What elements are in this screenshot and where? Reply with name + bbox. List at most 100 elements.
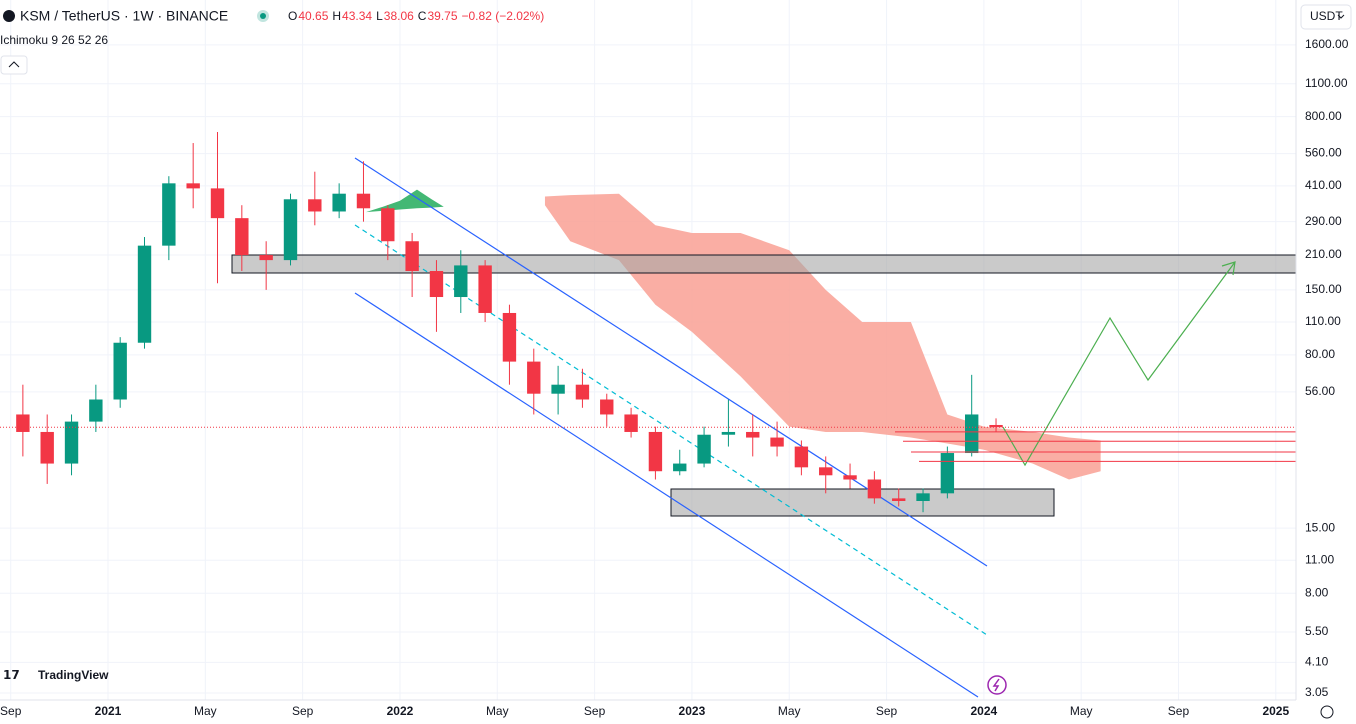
y-tick-label: 3.05 xyxy=(1305,685,1329,699)
x-tick-label: 2022 xyxy=(387,704,414,718)
symbol: KSM / TetherUS · 1W · BINANCE xyxy=(20,8,228,24)
status xyxy=(260,13,266,19)
x-tick-label: 2025 xyxy=(1262,704,1289,718)
y-tick-label: 560.00 xyxy=(1305,146,1342,160)
price-axis xyxy=(1296,0,1356,724)
x-tick-label: Sep xyxy=(584,704,606,718)
body xyxy=(210,188,225,219)
body xyxy=(867,479,882,499)
body xyxy=(162,183,176,246)
x-tick-label: May xyxy=(1070,704,1093,718)
body xyxy=(332,193,346,212)
y-tick-label: 4.10 xyxy=(1305,655,1329,669)
zone-box xyxy=(670,488,1055,517)
body xyxy=(405,241,419,272)
currency: USDT xyxy=(1310,9,1343,23)
body xyxy=(235,218,249,256)
x-tick-label: 2024 xyxy=(971,704,998,718)
body xyxy=(843,475,857,480)
ohlc-value: 40.65 xyxy=(298,9,328,23)
y-tick-label: 80.00 xyxy=(1305,347,1335,361)
event-bolt xyxy=(992,678,1000,692)
zone-box xyxy=(231,254,1297,274)
channel-line xyxy=(354,157,988,567)
x-tick-label: May xyxy=(778,704,801,718)
body xyxy=(989,424,1003,428)
ichimoku xyxy=(365,189,1101,480)
body xyxy=(527,361,541,394)
ohlc-key: O xyxy=(288,9,297,23)
indicator: Ichimoku 9 26 52 26 xyxy=(0,33,108,47)
ohlc-key: C xyxy=(418,9,427,23)
y-tick-label: 150.00 xyxy=(1305,282,1342,296)
body xyxy=(186,183,200,189)
ohlc-value: 39.75 xyxy=(427,9,457,23)
x-tick-label: 2023 xyxy=(679,704,706,718)
body xyxy=(64,421,79,464)
body xyxy=(308,199,322,212)
body xyxy=(478,265,492,313)
currency-button[interactable] xyxy=(1300,4,1352,30)
body xyxy=(283,199,298,261)
body xyxy=(940,453,955,494)
y-tick-label: 290.00 xyxy=(1305,214,1342,228)
cloud xyxy=(544,193,1101,480)
candles xyxy=(16,131,1003,513)
ohlc-key: L xyxy=(376,9,383,23)
ohlc-value: 38.06 xyxy=(384,9,414,23)
body xyxy=(89,399,103,422)
y-tick-label: 5.50 xyxy=(1305,624,1329,638)
y-tick-label: 1100.00 xyxy=(1305,76,1348,90)
channel-line xyxy=(354,292,979,698)
y-tick-label: 56.00 xyxy=(1305,384,1335,398)
dropdown-icon xyxy=(1337,14,1345,19)
body xyxy=(916,493,930,501)
collapse-button[interactable] xyxy=(0,55,28,75)
symbol-icon xyxy=(3,10,15,22)
grid xyxy=(0,0,1296,700)
body xyxy=(551,384,565,394)
x-tick-label: Sep xyxy=(876,704,898,718)
change: −0.82 (−2.02%) xyxy=(462,9,545,23)
body xyxy=(259,255,273,261)
collapse-icon xyxy=(8,61,20,68)
body xyxy=(648,431,663,472)
ohlc-key: H xyxy=(332,9,341,23)
body xyxy=(770,437,784,447)
body xyxy=(697,434,711,464)
ohlc-value: 43.34 xyxy=(342,9,372,23)
body xyxy=(454,265,468,298)
x-tick-label: Sep xyxy=(292,704,314,718)
cloud xyxy=(365,189,444,213)
y-tick-label: 11.00 xyxy=(1305,552,1334,566)
body xyxy=(892,498,906,501)
y-tick-label: 1600.00 xyxy=(1305,37,1349,51)
event-icon[interactable] xyxy=(987,675,1007,695)
body xyxy=(356,193,371,209)
body xyxy=(721,431,736,435)
body xyxy=(965,414,979,454)
y-tick-label: 410.00 xyxy=(1305,178,1342,192)
body xyxy=(624,414,638,432)
body xyxy=(16,414,30,432)
settings-icon[interactable] xyxy=(1320,705,1334,719)
body xyxy=(819,467,833,476)
body xyxy=(746,431,760,438)
y-tick-label: 8.00 xyxy=(1305,585,1329,599)
body xyxy=(137,245,152,343)
x-tick-label: Sep xyxy=(1168,704,1190,718)
body xyxy=(673,463,687,472)
ohlc: O 40.65 H 43.34 L 38.06 C 39.75 −0.82 (−2.02%) xyxy=(288,9,544,23)
body xyxy=(381,208,395,242)
x-tick-label: May xyxy=(194,704,217,718)
body xyxy=(40,431,54,464)
y-tick-label: 15.00 xyxy=(1305,520,1335,534)
y-tick-label: 110.00 xyxy=(1305,314,1341,328)
brand: TradingView xyxy=(38,668,109,682)
body xyxy=(575,384,590,400)
arrow-head xyxy=(1221,261,1236,276)
x-tick-label: Sep xyxy=(0,704,22,718)
body xyxy=(113,342,127,400)
x-tick-label: 2021 xyxy=(95,704,122,718)
